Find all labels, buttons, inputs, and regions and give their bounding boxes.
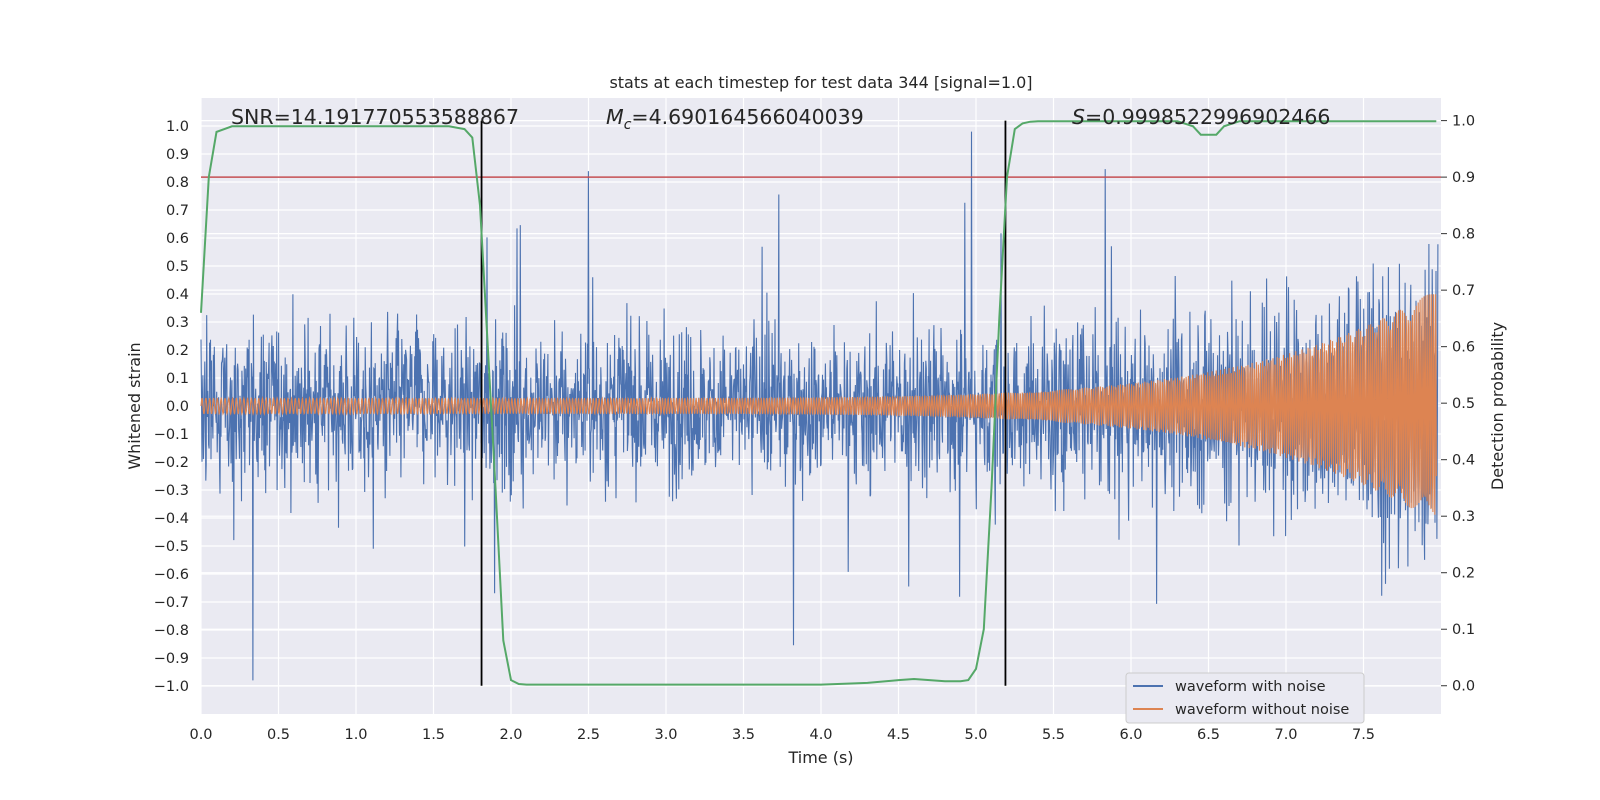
y-tick-label-right: 0.1: [1452, 622, 1475, 638]
y-tick-label-right: 0.6: [1452, 340, 1475, 356]
chart-title: stats at each timestep for test data 344…: [609, 73, 1032, 92]
x-tick-label: 6.0: [1119, 727, 1142, 743]
y-tick-label-left: 0.3: [166, 315, 189, 331]
x-tick-label: 0.0: [189, 727, 212, 743]
waveform-without-noise-line: [200, 294, 1437, 515]
x-tick-label: 4.0: [809, 727, 832, 743]
y-tick-label-left: 0.1: [166, 371, 189, 387]
legend: waveform with noise waveform without noi…: [1125, 672, 1365, 724]
annotation-chirp-mass: Mc=4.690164566040039: [606, 105, 864, 133]
x-tick-label: 0.5: [267, 727, 290, 743]
legend-label-clean: waveform without noise: [1175, 702, 1349, 718]
y-tick-label-left: 0.5: [166, 259, 189, 275]
y-tick-label-right: 0.9: [1452, 170, 1475, 186]
y-tick-label-right: 0.3: [1452, 509, 1475, 525]
x-tick-label: 4.5: [887, 727, 910, 743]
x-tick-label: 2.5: [577, 727, 600, 743]
y-tick-label-left: −0.7: [154, 595, 189, 611]
x-tick-label: 7.5: [1352, 727, 1375, 743]
x-tick-label: 2.0: [499, 727, 522, 743]
y-tick-label-left: 0.8: [166, 175, 189, 191]
annotation-snr: SNR=14.191770553588867: [231, 105, 519, 129]
series-waveform-without-noise: [200, 294, 1437, 515]
legend-box: [1125, 672, 1365, 724]
y-tick-label-left: −0.1: [154, 427, 189, 443]
y-tick-label-left: −0.2: [154, 455, 189, 471]
y-tick-label-right: 0.7: [1452, 283, 1475, 299]
x-tick-label: 1.0: [344, 727, 367, 743]
y-tick-label-left: −0.6: [154, 567, 189, 583]
y-tick-label-left: −0.3: [154, 483, 189, 499]
y-tick-label-left: 0.9: [166, 147, 189, 163]
x-axis-label: Time (s): [787, 748, 853, 767]
y-tick-label-left: 1.0: [166, 119, 189, 135]
x-tick-label: 3.0: [654, 727, 677, 743]
y-tick-label-right: 0.4: [1452, 453, 1475, 469]
y-axis-label-right: Detection probability: [1488, 322, 1507, 490]
detection-probability-line: [200, 120, 1437, 686]
y-tick-label-right: 0.5: [1452, 396, 1475, 412]
y-tick-label-left: −0.8: [154, 623, 189, 639]
y-tick-label-left: −1.0: [154, 679, 189, 695]
legend-label-noisy: waveform with noise: [1175, 679, 1326, 695]
y-tick-label-right: 0.2: [1452, 566, 1475, 582]
y-tick-label-left: −0.9: [154, 651, 189, 667]
y-tick-label-left: 0.2: [166, 343, 189, 359]
annotation-detection-score: S=0.9998522996902466: [1072, 105, 1330, 129]
x-tick-label: 3.5: [732, 727, 755, 743]
y-axis-label-left: Whitened strain: [125, 342, 144, 469]
x-tick-label: 1.5: [422, 727, 445, 743]
y-tick-label-left: 0.7: [166, 203, 189, 219]
y-tick-label-left: 0.0: [166, 399, 189, 415]
y-tick-label-right: 0.0: [1452, 679, 1475, 695]
x-tick-label: 5.5: [1042, 727, 1065, 743]
x-tick-label: 5.0: [964, 727, 987, 743]
y-tick-label-left: 0.4: [166, 287, 189, 303]
y-tick-label-left: 0.6: [166, 231, 189, 247]
y-tick-label-right: 1.0: [1452, 114, 1475, 130]
overlay-lines: [200, 120, 1441, 686]
x-tick-label: 7.0: [1274, 727, 1297, 743]
x-tick-label: 6.5: [1197, 727, 1220, 743]
y-tick-label-left: −0.4: [154, 511, 189, 527]
y-tick-label-left: −0.5: [154, 539, 189, 555]
tick-labels: 0.0 0.5 1.0 1.5 2.0 2.5 3.0 3.5 4.0 4.5 5.0 5.5 6.0 6…: [154, 114, 1475, 743]
y-tick-label-right: 0.8: [1452, 227, 1475, 243]
